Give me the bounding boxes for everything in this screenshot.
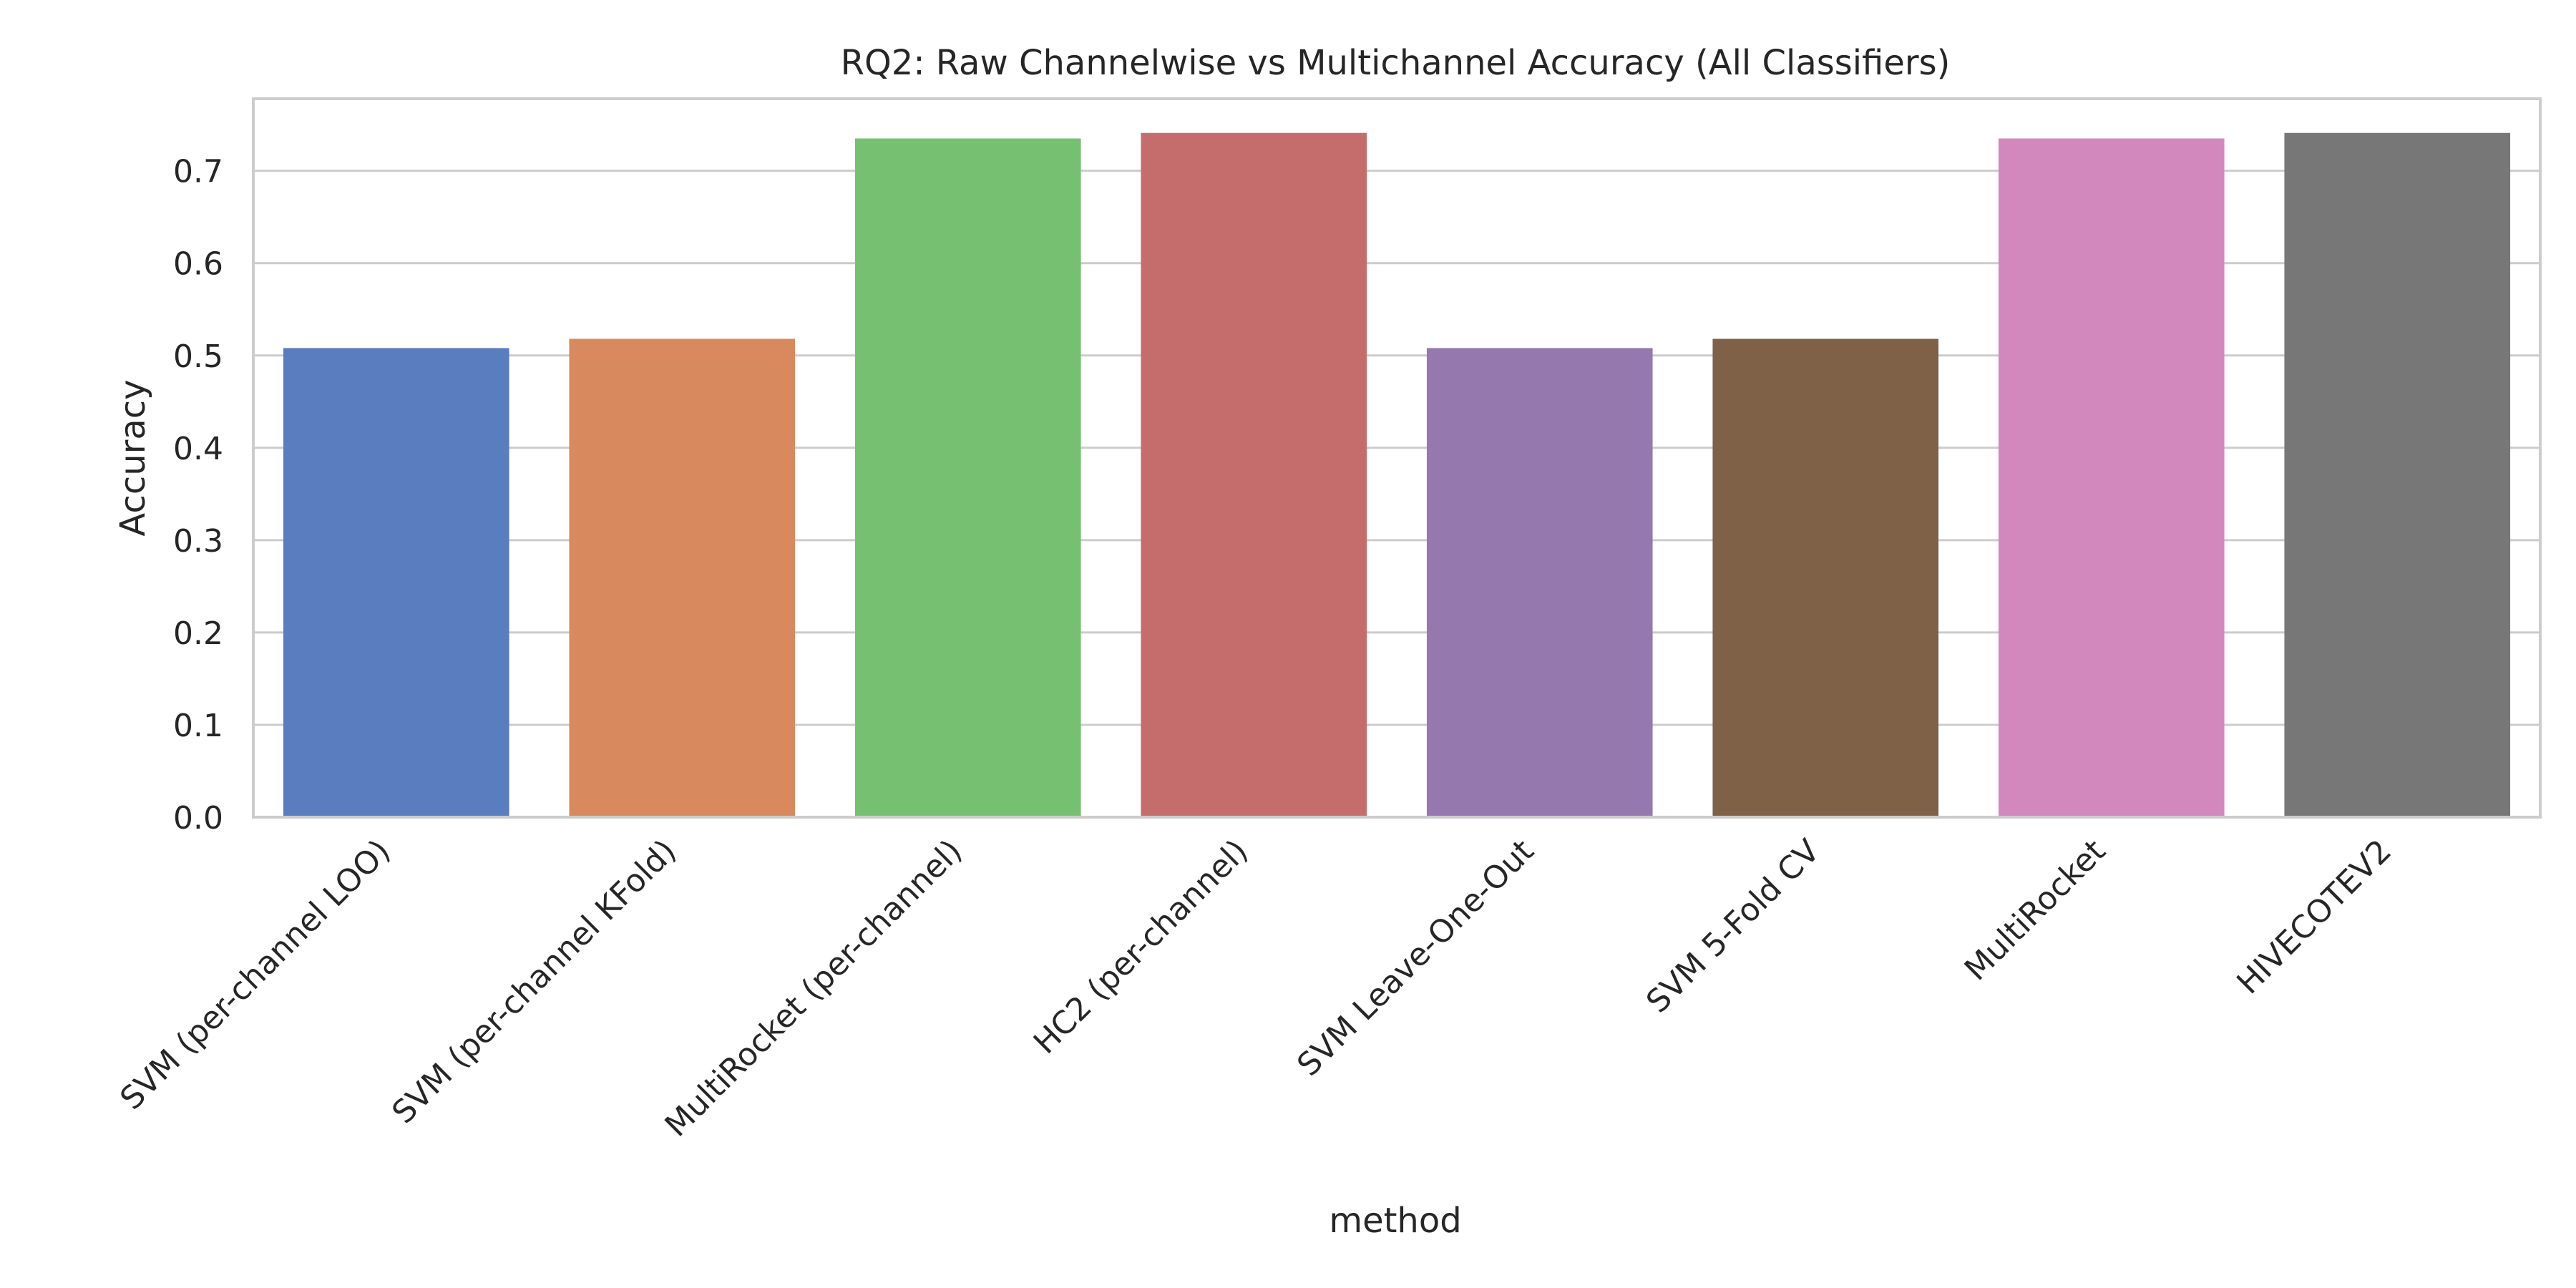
y-tick-labels: 0.0 0.1 0.2 0.3 0.4 0.5 0.6 0.7 <box>173 154 223 836</box>
y-axis-label: Accuracy <box>113 379 153 536</box>
bar <box>1998 138 2225 818</box>
y-tick-label: 0.0 <box>173 800 223 836</box>
x-tick-label: SVM (per-channel KFold) <box>385 833 683 1131</box>
bar <box>1712 338 1939 817</box>
bar <box>1141 132 1367 818</box>
y-tick-label: 0.4 <box>173 431 223 467</box>
x-tick-label: MultiRocket (per-channel) <box>658 833 970 1144</box>
bar <box>854 138 1081 818</box>
x-tick-labels: SVM (per-channel LOO)SVM (per-channel KF… <box>113 833 2399 1144</box>
x-tick-label: HC2 (per-channel) <box>1027 833 1255 1061</box>
y-tick-label: 0.5 <box>173 338 223 375</box>
y-tick-label: 0.6 <box>173 246 223 283</box>
bar <box>1426 348 1653 817</box>
x-axis-label: method <box>1329 1201 1461 1241</box>
bar <box>2284 132 2511 818</box>
bars <box>283 132 2511 818</box>
y-tick-label: 0.7 <box>173 154 223 190</box>
x-tick-label: HIVECOTEV2 <box>2230 833 2399 1002</box>
chart-title: RQ2: Raw Channelwise vs Multichannel Acc… <box>841 43 1951 83</box>
plot-frame <box>252 97 2542 819</box>
x-tick-label: SVM Leave-One-Out <box>1290 833 1541 1083</box>
x-tick-label: MultiRocket <box>1958 833 2113 988</box>
y-tick-label: 0.3 <box>173 523 223 560</box>
y-tick-label: 0.1 <box>173 708 223 744</box>
bar <box>569 338 796 817</box>
x-tick-label: SVM 5-Fold CV <box>1639 833 1827 1020</box>
y-tick-label: 0.2 <box>173 615 223 652</box>
x-tick-label: SVM (per-channel LOO) <box>113 833 397 1117</box>
bar <box>283 348 509 817</box>
